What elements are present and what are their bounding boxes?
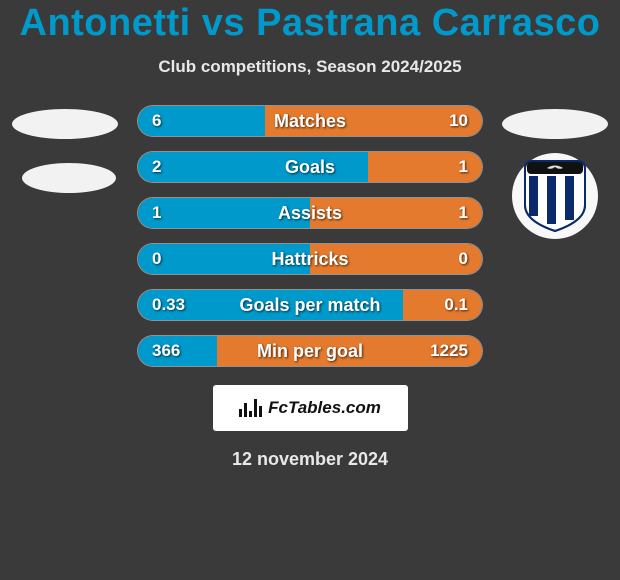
left-player-badge-2 [22, 163, 116, 193]
stat-value-right: 1 [459, 203, 482, 223]
stat-label: Matches [138, 111, 482, 132]
club-crest [512, 153, 598, 239]
left-player-badge-1 [12, 109, 118, 139]
right-player-column [501, 105, 609, 239]
stat-row: 1Assists1 [137, 197, 483, 229]
stat-value-right: 10 [449, 111, 482, 131]
right-player-badge-1 [502, 109, 608, 139]
main-row: 6Matches102Goals11Assists10Hattricks00.3… [0, 105, 620, 367]
shield-icon [523, 159, 587, 233]
bar-chart-icon [239, 399, 262, 417]
page-title: Antonetti vs Pastrana Carrasco [0, 2, 620, 45]
stats-panel: 6Matches102Goals11Assists10Hattricks00.3… [137, 105, 483, 367]
stat-value-right: 0.1 [444, 295, 482, 315]
left-player-column [11, 105, 119, 193]
stat-row: 2Goals1 [137, 151, 483, 183]
attribution-text: FcTables.com [268, 398, 381, 418]
stat-value-right: 0 [459, 249, 482, 269]
stat-row: 0.33Goals per match0.1 [137, 289, 483, 321]
attribution-badge[interactable]: FcTables.com [213, 385, 408, 431]
stat-label: Hattricks [138, 249, 482, 270]
stat-row: 0Hattricks0 [137, 243, 483, 275]
stat-label: Assists [138, 203, 482, 224]
stat-row: 6Matches10 [137, 105, 483, 137]
page-subtitle: Club competitions, Season 2024/2025 [0, 57, 620, 77]
stat-label: Goals [138, 157, 482, 178]
stat-label: Goals per match [138, 295, 482, 316]
infographic-root: Antonetti vs Pastrana Carrasco Club comp… [0, 0, 620, 470]
stat-value-right: 1225 [430, 341, 482, 361]
date-label: 12 november 2024 [0, 449, 620, 470]
stat-row: 366Min per goal1225 [137, 335, 483, 367]
stat-value-right: 1 [459, 157, 482, 177]
